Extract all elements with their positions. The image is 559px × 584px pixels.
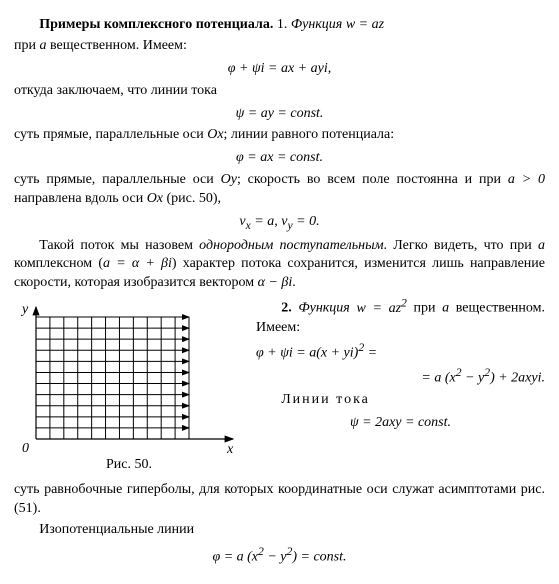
p3-b: Ox [207,127,223,142]
p4-a: суть прямые, параллельные оси [14,172,221,187]
eq1: φ + ψi = ax + ayi, [14,60,545,79]
eq5b-pre: = a (x [421,371,455,386]
eq2: ψ = ay = const. [14,105,545,124]
p5-c: . Легко видеть, что при [384,238,538,253]
p4-b: Oy [221,172,237,187]
heading-num: 1. [277,17,288,32]
p4-g: (рис. 50), [163,191,221,206]
p5-d: a [538,238,545,253]
p4-c: ; скорость во всем поле постоянна и при [237,172,508,187]
sec2-eq: w = az2 [356,301,406,316]
p3-a: суть прямые, параллельные оси [14,127,207,142]
p5-e: комплексном ( [14,256,103,271]
eq5a-main: φ + ψi = a(x + yi) [256,345,358,360]
p3-c: ; линии равного потенциала: [224,127,395,142]
p1-c: вещественном. Имеем: [46,38,186,53]
p4-d: a > 0 [508,172,545,187]
heading-title: Примеры комплексного потенциала. [39,17,273,32]
eq7: φ = a (x2 − y2) = const. [14,544,545,568]
figure-50-caption: Рис. 50. [14,456,244,475]
p4-e: направлена вдоль оси [14,191,147,206]
p7: суть равнобочные гиперболы, для которых … [14,481,545,519]
sec2-t1: при [407,301,442,316]
p3: суть прямые, параллельные оси Ox; линии … [14,126,545,145]
p5-i: . [292,275,296,290]
svg-text:0: 0 [22,441,29,454]
svg-text:x: x [226,442,234,454]
p4-f: Ox [147,191,163,206]
eq4-b: = a, v [251,214,288,229]
figure-50-svg: x y 0 [14,299,239,454]
p4: суть прямые, параллельные оси Oy; скорос… [14,171,545,209]
svg-text:y: y [20,302,29,317]
p5-b: однородным поступательным [199,238,383,253]
p2: откуда заключаем, что линии тока [14,82,545,101]
p1: при a вещественном. Имеем: [14,37,545,56]
heading-eq: w = az [346,17,384,32]
p1-a: при [14,38,39,53]
sec2-num: 2. [281,301,292,316]
figure-50: x y 0 Рис. 50. [14,299,244,475]
p5-a: Такой поток мы назовем [39,238,199,253]
eq4-c: = 0. [293,214,320,229]
p8: Изопотенциальные линии [14,521,545,540]
eq5b-end: ) + 2axyi. [490,371,545,386]
eq5a-tail: = [364,345,377,360]
eq3: φ = ax = const. [14,149,545,168]
heading: Примеры комплексного потенциала. 1. Функ… [14,16,545,35]
sec2-func: Функция [298,301,349,316]
p5-h: α − βi [258,275,293,290]
p5: Такой поток мы назовем однородным поступ… [14,237,545,294]
eq4: vx = a, vy = 0. [14,213,545,234]
heading-func: Функция [291,17,342,32]
eq5b-mid: − y [462,371,485,386]
p5-f: a = α + βi [103,256,172,271]
